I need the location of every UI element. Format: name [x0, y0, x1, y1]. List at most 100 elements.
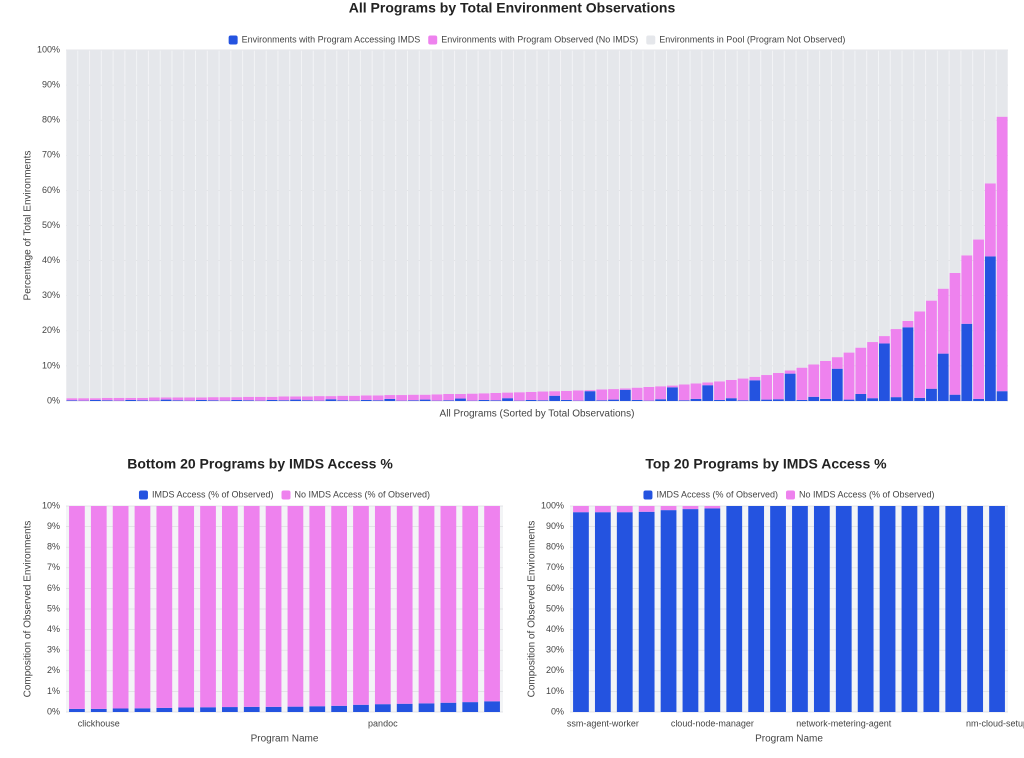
bar-segment [725, 50, 737, 380]
y-tick-label: 0% [47, 706, 60, 716]
bar-segment [937, 288, 949, 354]
chart-panel: Bottom 20 Programs by IMDS Access % Progr… [23, 456, 503, 745]
bar-segment [160, 50, 172, 398]
bar-segment [831, 357, 843, 369]
bar-segment [561, 50, 572, 391]
bar-segment [702, 50, 714, 383]
bar-segment [349, 50, 360, 396]
bar-segment [973, 239, 984, 399]
bar-segment [926, 300, 937, 389]
bar-segment [808, 50, 820, 365]
x-axis-label: Program Name [251, 734, 319, 745]
y-tick-label: 100% [37, 44, 60, 54]
bar-segment [561, 399, 572, 401]
bar-segment [156, 707, 173, 712]
bar-segment [101, 400, 113, 401]
bar-segment [443, 400, 455, 401]
bar-segment [967, 506, 984, 712]
bar-segment [407, 394, 419, 401]
bar-segment [78, 50, 90, 399]
bar-segment [396, 703, 413, 712]
bar-segment [643, 50, 655, 387]
bar-segment [996, 116, 1008, 392]
bar-segment [770, 506, 786, 712]
bar-segment [961, 323, 973, 401]
bar-segment [525, 391, 537, 400]
bar-segment [878, 50, 890, 337]
bar-segment [325, 396, 337, 400]
bar-segment [184, 50, 196, 398]
y-tick-label: 70% [42, 150, 60, 160]
bar-segment [949, 50, 961, 273]
bar-segment [857, 506, 874, 712]
bar-segment [682, 509, 699, 712]
bar-segment [584, 391, 596, 401]
chart-panel: All Programs by Total Environment Observ… [23, 0, 1008, 420]
bar-segment [666, 50, 678, 386]
y-tick-label: 0% [551, 706, 564, 716]
legend-swatch [138, 490, 148, 500]
bar-segment [594, 506, 611, 513]
bar-segment [231, 397, 243, 400]
bar-segment [989, 506, 1005, 712]
bar-segment [984, 50, 996, 184]
bar-segment [619, 50, 631, 389]
bar-segment [737, 378, 749, 401]
x-axis-label: Program Name [755, 734, 823, 745]
bar-segment [945, 506, 962, 712]
bar-segment [616, 512, 633, 712]
bar-segment [537, 400, 549, 401]
bar-segment [761, 375, 773, 400]
bar-segment [820, 398, 831, 401]
bar-segment [843, 352, 855, 400]
bar-segment [737, 400, 749, 401]
bar-segment [714, 381, 725, 400]
bar-segment [937, 50, 949, 289]
bar-segment [926, 50, 937, 301]
bar-segment [184, 397, 196, 401]
bar-segment [219, 50, 231, 398]
bar-segment [666, 387, 678, 401]
legend-label: IMDS Access (% of Observed) [152, 489, 274, 499]
legend-label: Environments with Program Accessing IMDS [242, 34, 421, 44]
bar-segment [616, 506, 633, 513]
bar-segment [440, 506, 457, 703]
bar-segment [137, 400, 148, 401]
chart-panel: Top 20 Programs by IMDS Access % Program … [527, 456, 1024, 745]
bar-segment [678, 50, 690, 385]
bar-segment [537, 391, 549, 401]
bar-segment [156, 506, 173, 708]
bar-segment [914, 397, 926, 401]
bar-segment [490, 400, 502, 401]
bar-segment [134, 506, 151, 709]
legend-swatch [428, 35, 438, 45]
bar-segment [207, 397, 219, 401]
bar-segment [784, 50, 796, 371]
bar-segment [973, 50, 984, 240]
bar-segment [984, 256, 996, 401]
bar-segment [231, 50, 243, 398]
bar-segment [243, 400, 254, 401]
bar-segment [682, 506, 699, 510]
legend: Environments with Program Accessing IMDS… [228, 34, 845, 45]
bar-segment [384, 50, 396, 396]
bar-segment [831, 368, 843, 401]
bar-segment [90, 506, 107, 709]
bar-segment [619, 389, 631, 401]
bar-segment [890, 329, 902, 398]
y-tick-label: 10% [42, 360, 60, 370]
bar-segment [784, 370, 796, 374]
y-tick-label: 80% [42, 115, 60, 125]
bar-segment [112, 708, 129, 712]
bar-segment [878, 343, 890, 401]
bar-segment [820, 360, 831, 399]
bar-segment [309, 706, 326, 712]
bar-segment [160, 399, 172, 401]
y-tick-label: 5% [47, 603, 60, 613]
bar-segment [792, 506, 808, 712]
bar-segment [125, 397, 137, 400]
bar-segment [466, 50, 478, 394]
bar-segment [360, 399, 372, 401]
